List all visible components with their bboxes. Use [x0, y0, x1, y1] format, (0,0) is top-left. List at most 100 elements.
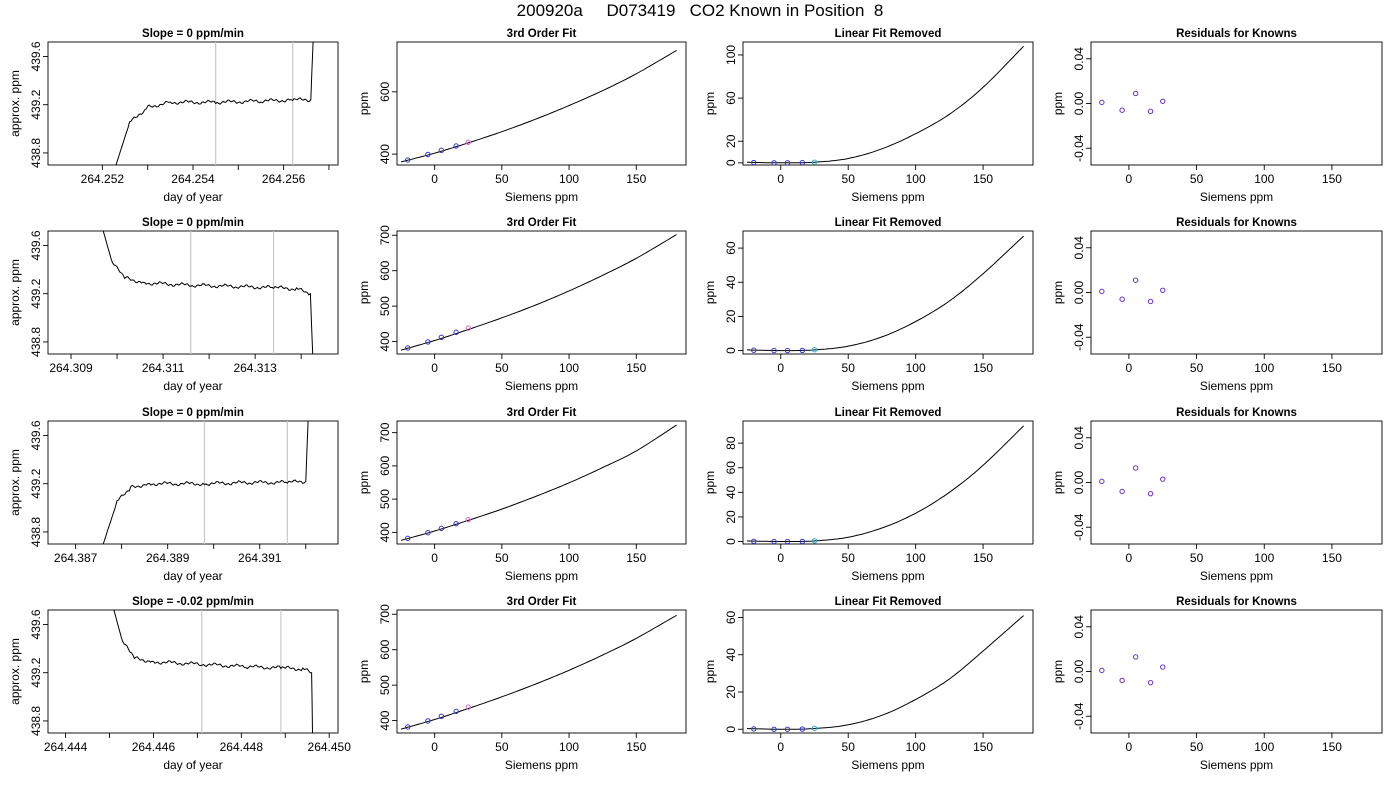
plot-frame [396, 41, 687, 166]
data-point [425, 339, 431, 345]
x-tick-label: 0 [431, 361, 438, 375]
chart-panel-timeseries-row2: Slope = 0 ppm/min 264.309 264.311 264.313 43… [8, 217, 339, 393]
chart-title: Residuals for Knowns [1176, 217, 1297, 229]
data-point [771, 538, 777, 544]
chart-title: Slope = 0 ppm/min [142, 407, 244, 419]
x-tick-label: 150 [626, 740, 646, 754]
x-tick-label: 264.389 [146, 551, 190, 565]
x-tick-label: 100 [1254, 551, 1274, 565]
plot-frame [47, 230, 339, 355]
data-point [453, 521, 459, 527]
data-point [465, 139, 471, 145]
data-point [1099, 667, 1105, 674]
plot-area [1099, 465, 1166, 497]
data-point [751, 347, 757, 353]
data-point [811, 725, 818, 732]
data-point [799, 726, 806, 732]
x-tick-label: 264.391 [238, 551, 282, 565]
x-tick-label: 0 [777, 172, 784, 186]
data-point [751, 538, 757, 544]
x-axis-label: day of year [163, 569, 222, 583]
chart-title: Linear Fit Removed [835, 407, 942, 419]
x-tick-label: 0 [1126, 551, 1133, 565]
x-tick-label: 264.446 [132, 740, 176, 754]
chart-title: Linear Fit Removed [835, 28, 942, 40]
data-point [1099, 288, 1105, 295]
y-tick-label: 500 [378, 489, 392, 509]
data-point [405, 157, 411, 163]
y-tick-label: 80 [724, 436, 738, 450]
x-axis-label: Siemens ppm [1200, 379, 1273, 393]
y-tick-label: 0.04 [1072, 426, 1086, 450]
fit-curve [746, 425, 1024, 542]
page-title: 200920a D073419 CO2 Known in Position 8 [516, 1, 884, 20]
y-tick-label: 0.00 [1072, 280, 1086, 304]
y-tick-label: 0.00 [1072, 659, 1086, 683]
series-line-1 [102, 421, 309, 544]
chart-title: Slope = -0.02 ppm/min [132, 596, 254, 608]
chart-panel-fit3-row3: 3rd Order Fit 0 50 100 150 400 500 600 700 Siemen… [357, 407, 687, 583]
x-tick-label: 50 [1190, 172, 1204, 186]
y-tick-label: 100 [724, 45, 738, 65]
y-axis-label: approx. ppm [8, 259, 22, 326]
x-tick-label: 100 [906, 740, 926, 754]
x-tick-label: 50 [1190, 361, 1204, 375]
x-tick-label: 50 [842, 740, 856, 754]
x-axis-label: Siemens ppm [1200, 569, 1273, 583]
y-tick-label: 0 [724, 538, 738, 545]
plot-area [746, 615, 1024, 732]
y-tick-label: 438.8 [29, 138, 43, 168]
plot-frame [742, 41, 1034, 166]
series-line-1 [115, 42, 314, 165]
y-tick-label: 439.2 [29, 468, 43, 498]
y-tick-label: 438.8 [29, 327, 43, 357]
data-point [1132, 277, 1139, 283]
y-tick-label: 60 [724, 241, 738, 255]
data-point [784, 160, 791, 165]
data-point [425, 151, 431, 158]
data-point [771, 347, 777, 354]
y-axis-label: ppm [1051, 471, 1065, 494]
x-tick-label: 50 [842, 361, 856, 375]
chart-panel-timeseries-row1: Slope = 0 ppm/min 264.252 264.254 264.256 43… [8, 28, 339, 204]
x-tick-label: 100 [906, 361, 926, 375]
data-point [1147, 108, 1154, 115]
y-tick-label: 600 [378, 260, 392, 280]
fit-curve [400, 424, 677, 541]
data-point [784, 726, 791, 732]
x-axis-label: day of year [163, 190, 222, 204]
data-point [438, 334, 445, 341]
x-tick-label: 264.313 [233, 361, 277, 375]
data-point [465, 517, 471, 523]
x-axis-label: Siemens ppm [1200, 758, 1273, 772]
y-tick-label: 0.04 [1072, 236, 1086, 260]
x-tick-label: 50 [495, 361, 509, 375]
y-tick-label: 20 [724, 309, 738, 323]
chart-panel-timeseries-row4: Slope = -0.02 ppm/min 264.444 264.446 264.4… [8, 596, 351, 772]
data-point [1132, 90, 1139, 97]
y-tick-label: 500 [378, 675, 392, 695]
plot-frame [47, 420, 339, 545]
x-tick-label: 150 [973, 361, 993, 375]
data-point [1147, 679, 1154, 686]
x-tick-label: 264.448 [220, 740, 264, 754]
x-tick-label: 150 [1322, 361, 1342, 375]
plot-frame [47, 609, 339, 734]
chart-panel-fit3-row1: 3rd Order Fit 0 50 100 150 400 600 Siemens ppm p… [357, 28, 687, 204]
x-tick-label: 100 [1254, 740, 1274, 754]
y-tick-label: 439.2 [29, 657, 43, 687]
x-axis-label: Siemens ppm [851, 569, 924, 583]
data-point [771, 160, 777, 165]
chart-panel-fit3-row4: 3rd Order Fit 0 50 100 150 400 500 600 700 Siemen… [357, 596, 687, 772]
x-axis-label: Siemens ppm [505, 190, 578, 204]
x-axis-label: Siemens ppm [851, 758, 924, 772]
x-tick-label: 100 [906, 172, 926, 186]
plot-frame [1090, 41, 1383, 166]
x-tick-label: 264.254 [171, 172, 215, 186]
y-tick-label: 400 [378, 522, 392, 542]
y-tick-label: 60 [724, 461, 738, 475]
chart-panel-fit3-row2: 3rd Order Fit 0 50 100 150 400 500 600 700 Siemen… [357, 217, 687, 393]
plot-area [747, 235, 1024, 354]
chart-title: Residuals for Knowns [1176, 407, 1297, 419]
plot-frame [396, 230, 687, 355]
